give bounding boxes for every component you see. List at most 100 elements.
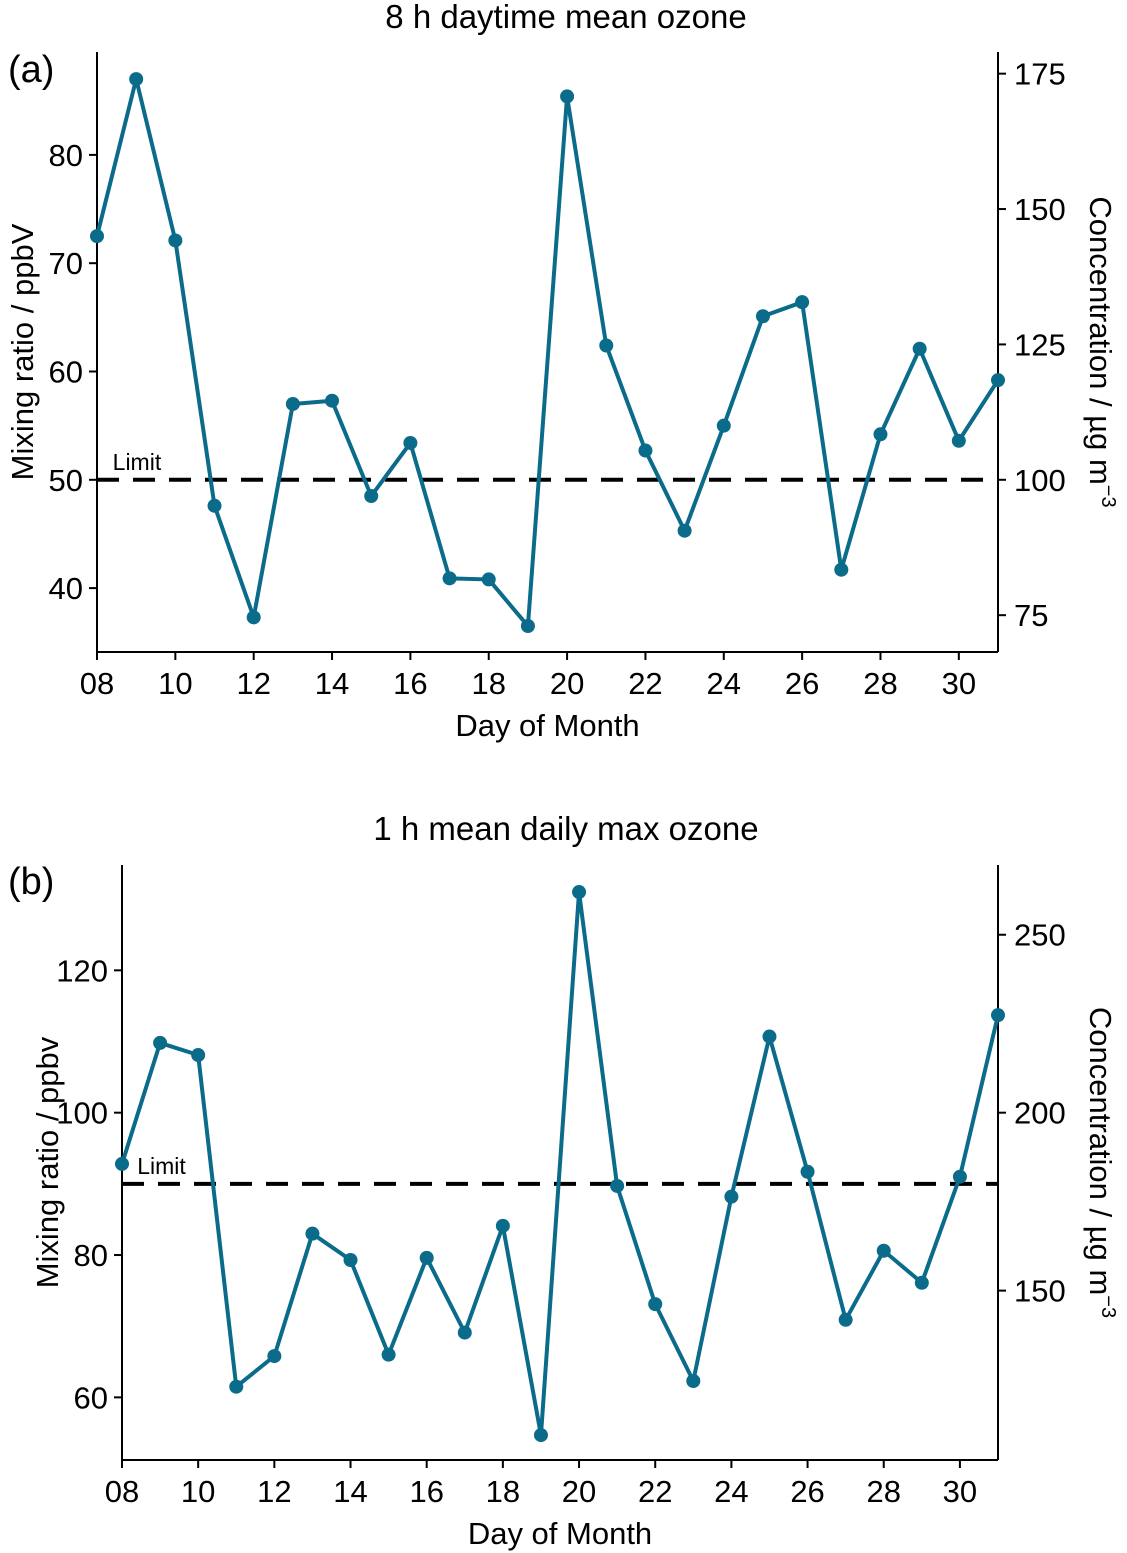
- data-point: [168, 233, 183, 248]
- data-point: [755, 309, 770, 324]
- x-tick-label: 14: [315, 666, 349, 701]
- data-point: [207, 498, 222, 513]
- y-tick-label: 80: [74, 1238, 108, 1273]
- y-right-tick-label: 150: [1014, 192, 1066, 227]
- y-tick-label: 120: [56, 953, 108, 988]
- y-right-axis-label: Concentration / µg m−3: [1083, 196, 1119, 507]
- data-point: [952, 1169, 967, 1184]
- data-point: [838, 1312, 853, 1327]
- y-right-label-superscript: −3: [1097, 1295, 1119, 1318]
- panel-label: (a): [8, 49, 54, 91]
- y-tick-label: 60: [49, 354, 83, 389]
- data-point: [677, 523, 692, 538]
- x-tick-label: 16: [393, 666, 427, 701]
- x-axis-label: Day of Month: [468, 1516, 652, 1551]
- y-right-tick-label: 175: [1014, 57, 1066, 92]
- data-point: [762, 1029, 777, 1044]
- y-right-tick-label: 75: [1014, 598, 1048, 633]
- y-right-tick-label: 150: [1014, 1274, 1066, 1309]
- data-point: [599, 338, 614, 353]
- chart-title: 1 h mean daily max ozone: [373, 810, 758, 847]
- data-point: [912, 341, 927, 356]
- limit-label: Limit: [113, 449, 162, 475]
- data-point: [914, 1275, 929, 1290]
- data-point: [364, 489, 379, 504]
- x-tick-label: 10: [181, 1474, 215, 1509]
- data-point: [795, 295, 810, 310]
- data-point: [285, 396, 300, 411]
- data-point: [716, 418, 731, 433]
- series-line: [120, 890, 1000, 1438]
- data-point: [325, 393, 340, 408]
- y-right-label-text: Concentration / µg m: [1083, 1007, 1118, 1295]
- x-axis-label: Day of Month: [455, 708, 639, 743]
- y-axis-label: Mixing ratio / ppbv: [30, 1036, 65, 1288]
- data-point: [191, 1048, 206, 1063]
- data-point: [610, 1178, 625, 1193]
- x-tick-label: 22: [638, 1474, 672, 1509]
- data-point: [495, 1218, 510, 1233]
- data-point: [381, 1347, 396, 1362]
- x-tick-label: 08: [105, 1474, 139, 1509]
- data-point: [800, 1164, 815, 1179]
- data-point: [442, 571, 457, 586]
- data-point: [129, 72, 144, 87]
- data-point: [229, 1379, 244, 1394]
- y-tick-label: 70: [49, 246, 83, 281]
- x-tick-label: 10: [158, 666, 192, 701]
- data-point: [246, 610, 261, 625]
- limit-label: Limit: [137, 1153, 186, 1179]
- data-point: [267, 1349, 282, 1364]
- data-point: [153, 1035, 168, 1050]
- y-tick-label: 40: [49, 571, 83, 606]
- data-point: [638, 443, 653, 458]
- y-right-tick-label: 125: [1014, 327, 1066, 362]
- x-tick-label: 22: [628, 666, 662, 701]
- x-tick-label: 28: [863, 666, 897, 701]
- x-tick-label: 12: [257, 1474, 291, 1509]
- data-point: [533, 1428, 548, 1443]
- data-point: [481, 572, 496, 587]
- data-point: [419, 1250, 434, 1265]
- x-tick-label: 12: [236, 666, 270, 701]
- x-tick-label: 16: [409, 1474, 443, 1509]
- data-point: [686, 1373, 701, 1388]
- data-point: [457, 1325, 472, 1340]
- data-point: [648, 1297, 663, 1312]
- data-point: [873, 427, 888, 442]
- data-point: [951, 433, 966, 448]
- x-tick-label: 24: [707, 666, 741, 701]
- data-point: [560, 89, 575, 104]
- x-tick-label: 26: [785, 666, 819, 701]
- data-point: [991, 1008, 1005, 1023]
- y-right-label-text: Concentration / µg m: [1083, 196, 1118, 484]
- y-right-label-superscript: −3: [1097, 485, 1119, 508]
- x-tick-label: 18: [471, 666, 505, 701]
- y-right-tick-label: 200: [1014, 1096, 1066, 1131]
- data-point: [572, 885, 587, 900]
- y-tick-label: 100: [56, 1096, 108, 1131]
- x-tick-label: 26: [790, 1474, 824, 1509]
- x-tick-label: 24: [714, 1474, 748, 1509]
- x-tick-label: 14: [333, 1474, 367, 1509]
- y-tick-label: 80: [49, 138, 83, 173]
- data-point: [520, 619, 535, 634]
- x-tick-label: 30: [942, 666, 976, 701]
- chart-title: 8 h daytime mean ozone: [385, 0, 746, 35]
- panel-label: (b): [8, 861, 54, 903]
- series-line: [95, 77, 1000, 629]
- data-point: [343, 1253, 358, 1268]
- x-tick-label: 28: [866, 1474, 900, 1509]
- y-right-tick-label: 250: [1014, 918, 1066, 953]
- y-right-tick-label: 100: [1014, 463, 1066, 498]
- data-point: [834, 562, 849, 577]
- y-tick-label: 50: [49, 463, 83, 498]
- data-point: [305, 1226, 320, 1241]
- y-axis-label: Mixing ratio / ppbV: [5, 223, 40, 480]
- data-point: [115, 1156, 129, 1171]
- data-point: [90, 229, 104, 244]
- data-point: [403, 435, 418, 450]
- panel-a: 8 h daytime mean ozone (a) 08 10 12 14 16 18 20 2…: [5, 0, 1119, 743]
- x-tick-label: 30: [943, 1474, 977, 1509]
